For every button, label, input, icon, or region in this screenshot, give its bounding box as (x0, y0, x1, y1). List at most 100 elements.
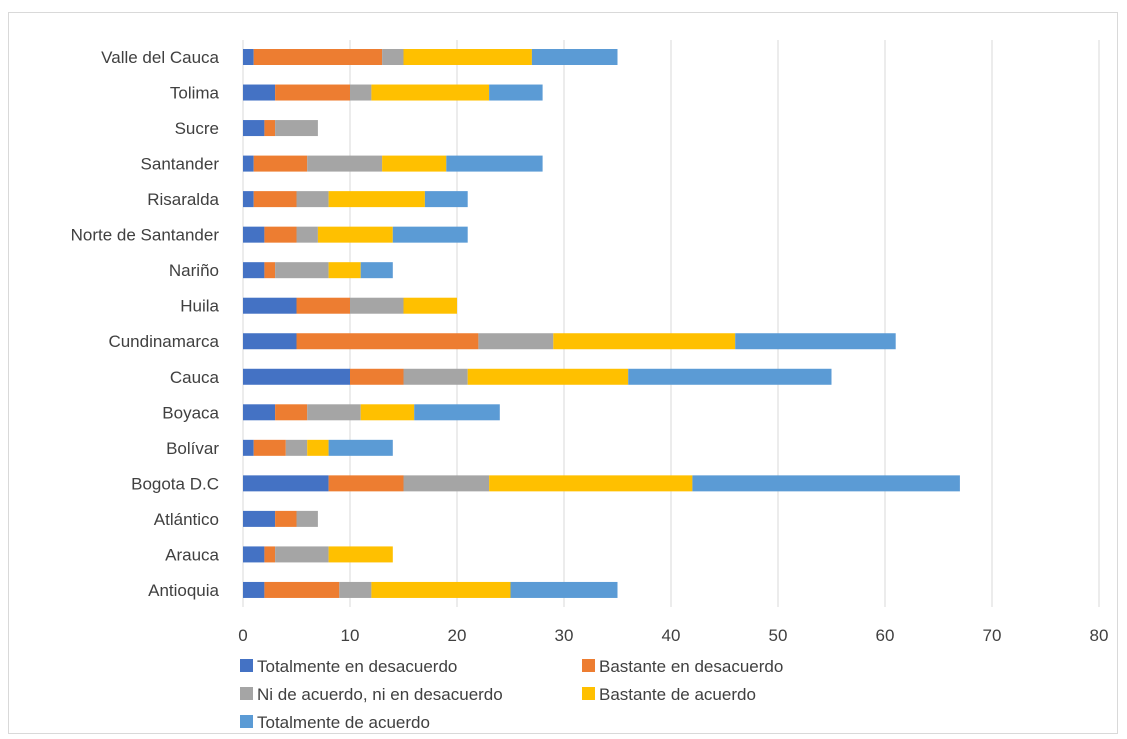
bar-segment (264, 581, 340, 598)
legend-swatch (240, 715, 253, 728)
category-label: Santander (141, 155, 220, 174)
bar-segment (275, 120, 318, 137)
bar-segment (328, 475, 404, 492)
bar-segment (243, 368, 350, 385)
category-label: Sucre (175, 119, 219, 138)
legend-item: Totalmente en desacuerdo (240, 657, 457, 676)
bar-segment (510, 581, 618, 598)
category-label: Cundinamarca (108, 332, 219, 351)
category-label: Bogota D.C (131, 474, 219, 493)
bar-segment (424, 191, 468, 208)
bar-segment (264, 120, 276, 137)
legend-swatch (582, 659, 595, 672)
bar-segment (264, 226, 297, 243)
bar-segment (692, 475, 960, 492)
legend-label: Bastante de acuerdo (599, 685, 756, 704)
x-tick-labels: 0 10 20 30 40 50 60 70 80 (238, 626, 1108, 645)
bar-segment (264, 546, 276, 563)
bar-segment (360, 262, 393, 279)
category-label: Arauca (165, 545, 219, 564)
category-label: Huila (180, 297, 219, 316)
category-label: Tolima (170, 84, 220, 103)
bar-segment (628, 368, 832, 385)
category-label: Bolívar (166, 439, 219, 458)
bar-segment (414, 404, 500, 421)
legend: Totalmente en desacuerdo Bastante en desa… (240, 657, 783, 732)
category-label: Cauca (170, 368, 220, 387)
bar-segment (371, 84, 490, 101)
legend-item: Bastante en desacuerdo (582, 657, 783, 676)
bar-segment (285, 439, 308, 456)
legend-item: Totalmente de acuerdo (240, 713, 430, 732)
bar-segment (243, 120, 265, 137)
bar-segment (382, 49, 404, 65)
category-label: Norte de Santander (71, 226, 220, 245)
bar-segment (275, 510, 297, 527)
bar-segment (243, 333, 297, 350)
bar-segment (253, 49, 383, 65)
category-labels: Antioquia Arauca Atlántico Bogota D.C Bolíva… (71, 48, 220, 600)
category-label: Valle del Cauca (101, 48, 219, 67)
bar-segment (307, 404, 361, 421)
legend-swatch (240, 659, 253, 672)
bar-segment (296, 510, 318, 527)
legend-swatch (240, 687, 253, 700)
bar-segment (371, 581, 511, 598)
category-label: Atlántico (154, 510, 219, 529)
bar-segment (307, 439, 329, 456)
category-label: Boyaca (162, 403, 219, 422)
bar-segment (339, 581, 372, 598)
bar-segment (382, 155, 447, 172)
x-tick-label: 50 (769, 626, 788, 645)
bar-segment (553, 333, 736, 350)
x-tick-label: 80 (1090, 626, 1109, 645)
legend-item: Ni de acuerdo, ni en desacuerdo (240, 685, 503, 704)
bar-segment (243, 49, 254, 65)
bar-segment (403, 297, 457, 314)
bar-segment (243, 404, 276, 421)
bar-segment (296, 226, 318, 243)
bar-segment (275, 546, 329, 563)
bar-segment (275, 84, 350, 101)
bar-segment (307, 155, 383, 172)
legend-label: Ni de acuerdo, ni en desacuerdo (257, 685, 503, 704)
bar-segment (350, 297, 404, 314)
bar-segment (489, 475, 693, 492)
legend-item: Bastante de acuerdo (582, 685, 756, 704)
bar-segment (275, 404, 308, 421)
bar-segment (735, 333, 896, 350)
x-tick-label: 70 (983, 626, 1002, 645)
bar-segment (328, 546, 393, 563)
bar-segment (253, 191, 297, 208)
x-tick-label: 60 (876, 626, 895, 645)
bar-segment (328, 191, 425, 208)
legend-label: Totalmente en desacuerdo (257, 657, 457, 676)
bar-segment (296, 191, 329, 208)
x-tick-label: 0 (238, 626, 247, 645)
bar-segment (403, 475, 490, 492)
bar-segment (317, 226, 393, 243)
x-tick-label: 30 (555, 626, 574, 645)
bar-segment (243, 581, 265, 598)
bar-segment (296, 297, 350, 314)
bar-segment (478, 333, 554, 350)
category-label: Risaralda (147, 190, 219, 209)
bar-segment (360, 404, 415, 421)
bar-segment (328, 439, 393, 456)
bar-segment (243, 546, 265, 563)
category-label: Antioquia (148, 581, 219, 600)
bar-segment (243, 475, 329, 492)
bar-segment (243, 439, 254, 456)
bar-segment (467, 368, 629, 385)
bar-segment (264, 262, 276, 279)
bar-segment (243, 155, 254, 172)
bar-segment (531, 49, 618, 65)
bar-segment (489, 84, 543, 101)
bar-segment (243, 226, 265, 243)
bar-segment (243, 510, 276, 527)
bar-segment (350, 84, 372, 101)
bar-segment (403, 368, 468, 385)
legend-swatch (582, 687, 595, 700)
bar-segment (243, 297, 297, 314)
bar-segment (253, 155, 308, 172)
